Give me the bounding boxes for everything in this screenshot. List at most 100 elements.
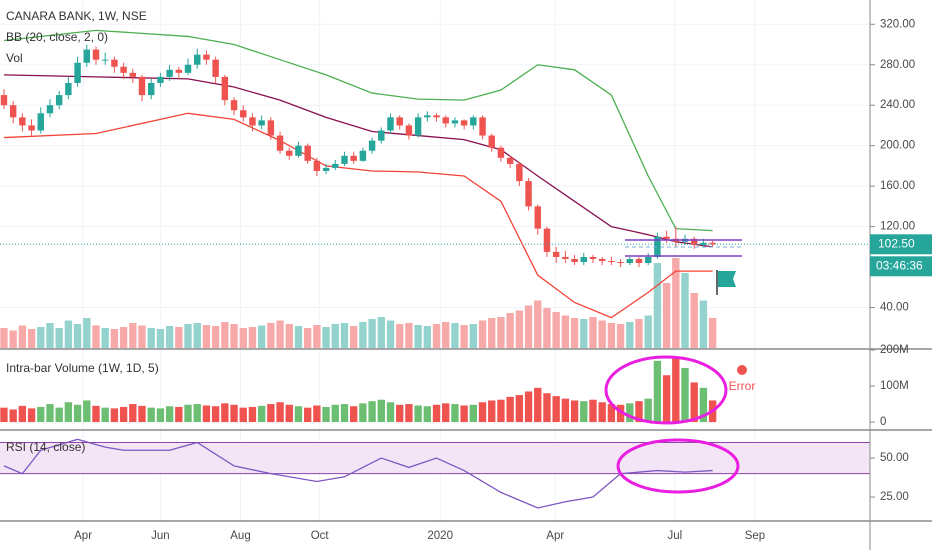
intrabar-volume-bar: [626, 403, 634, 423]
volume-bar: [405, 323, 413, 348]
candle-body: [442, 117, 449, 124]
chart-title: CANARA BANK, 1W, NSE: [6, 9, 147, 23]
intrabar-volume-bar: [368, 401, 376, 423]
candle-body: [129, 72, 137, 77]
candle-body: [111, 59, 118, 67]
candle-body: [230, 100, 238, 111]
volume-bar: [175, 327, 183, 348]
error-label: Error: [729, 379, 756, 393]
intrabar-volume-bar: [9, 409, 17, 423]
volume-bar: [653, 263, 662, 348]
candle-body: [175, 69, 183, 73]
last-price-box: [870, 234, 932, 255]
candle-body: [552, 251, 560, 257]
volume-bar: [129, 323, 137, 348]
volume-bar: [644, 315, 652, 348]
volume-bar: [451, 323, 459, 348]
y-tick-label: 280.00: [880, 59, 915, 71]
volume-bar: [55, 328, 63, 348]
candle-body: [571, 258, 578, 263]
intrabar-volume-bar: [580, 401, 588, 423]
intrabar-volume-bar: [497, 399, 505, 423]
intrabar-volume-bar: [616, 404, 625, 423]
volume-bar: [662, 283, 671, 348]
candle-body: [138, 76, 146, 96]
candle-body: [74, 62, 81, 83]
volume-bar: [257, 325, 266, 348]
intrabar-volume-bar: [534, 387, 542, 423]
candle-body: [203, 54, 210, 60]
candle-body: [525, 181, 532, 207]
rsi-line: [3, 438, 713, 509]
countdown-label: 03:46:36: [876, 258, 923, 272]
candle-body: [276, 135, 284, 151]
volume-bar: [497, 317, 505, 348]
x-tick-label: Apr: [74, 530, 92, 542]
candle-body: [608, 261, 615, 263]
volume-bar: [64, 320, 73, 348]
candle-body: [534, 206, 541, 229]
volume-bar: [377, 317, 385, 348]
intrabar-volume-bar: [699, 387, 708, 423]
candle-body: [65, 82, 72, 96]
volume-bar: [156, 329, 165, 348]
candle-body: [37, 113, 44, 131]
volume-bar: [672, 258, 680, 348]
candle-body: [166, 69, 173, 77]
candle-body: [258, 120, 265, 126]
volume-bar: [386, 320, 395, 348]
intrabar-volume-bar: [690, 382, 698, 423]
volume-bar: [589, 317, 597, 348]
intrabar-volume-bar: [129, 404, 137, 423]
volume-bar: [0, 328, 8, 348]
intrabar-volume-bar: [184, 404, 192, 423]
candle-body: [249, 117, 256, 126]
candle-body: [332, 163, 339, 168]
intrabar-volume-bar: [211, 406, 220, 423]
volume-bar: [211, 326, 220, 348]
volume-bar: [699, 300, 708, 348]
y-tick-label: 200.00: [880, 140, 915, 152]
candle-body: [654, 236, 661, 257]
intrabar-volume-bar: [607, 404, 616, 423]
volume-bar: [423, 326, 431, 348]
error-icon: [737, 365, 747, 375]
intrabar-volume-bar: [55, 407, 63, 423]
volume-bar: [230, 324, 238, 348]
y-tick-label: 320.00: [880, 18, 915, 30]
volume-bar: [368, 319, 376, 348]
candle-body: [341, 155, 348, 164]
volume-bar: [46, 323, 54, 348]
intrabar-volume-bar: [451, 404, 459, 423]
volume-bar: [359, 322, 367, 348]
y-tick-label: 120.00: [880, 221, 915, 233]
intrabar-volume-bar: [405, 404, 413, 423]
intrabar-volume-bar: [644, 398, 652, 423]
candle-body: [516, 163, 523, 182]
intrabar-volume-bar: [377, 399, 385, 423]
candle-body: [589, 256, 597, 259]
candle-body: [46, 105, 54, 114]
candle-body: [184, 64, 192, 73]
intrabar-volume-bar: [589, 399, 597, 423]
intrabar-volume-bar: [83, 400, 91, 423]
intrabar-volume-bar: [18, 405, 27, 423]
volume-bar: [432, 324, 441, 348]
x-tick-label: Apr: [546, 530, 564, 542]
candle-body: [598, 258, 606, 261]
intrabar-volume-bar: [37, 406, 45, 423]
intrabar-volume-bar: [635, 401, 643, 423]
candle-body: [313, 160, 321, 171]
intrabar-volume-bar: [515, 395, 524, 423]
intrabar-volume-bar: [110, 408, 119, 423]
intrabar-volume-bar: [506, 396, 514, 423]
intrabar-volume-bar: [552, 396, 560, 423]
intrabar-volume-bar: [221, 403, 229, 423]
volume-bar: [478, 320, 487, 348]
candle-body: [414, 117, 422, 136]
indicator-label: BB (20, close, 2, 0): [6, 30, 108, 44]
candle-body: [470, 117, 477, 126]
volume-bar: [570, 318, 579, 348]
candle-body: [322, 167, 330, 171]
intrabar-volume-bar: [598, 402, 606, 423]
